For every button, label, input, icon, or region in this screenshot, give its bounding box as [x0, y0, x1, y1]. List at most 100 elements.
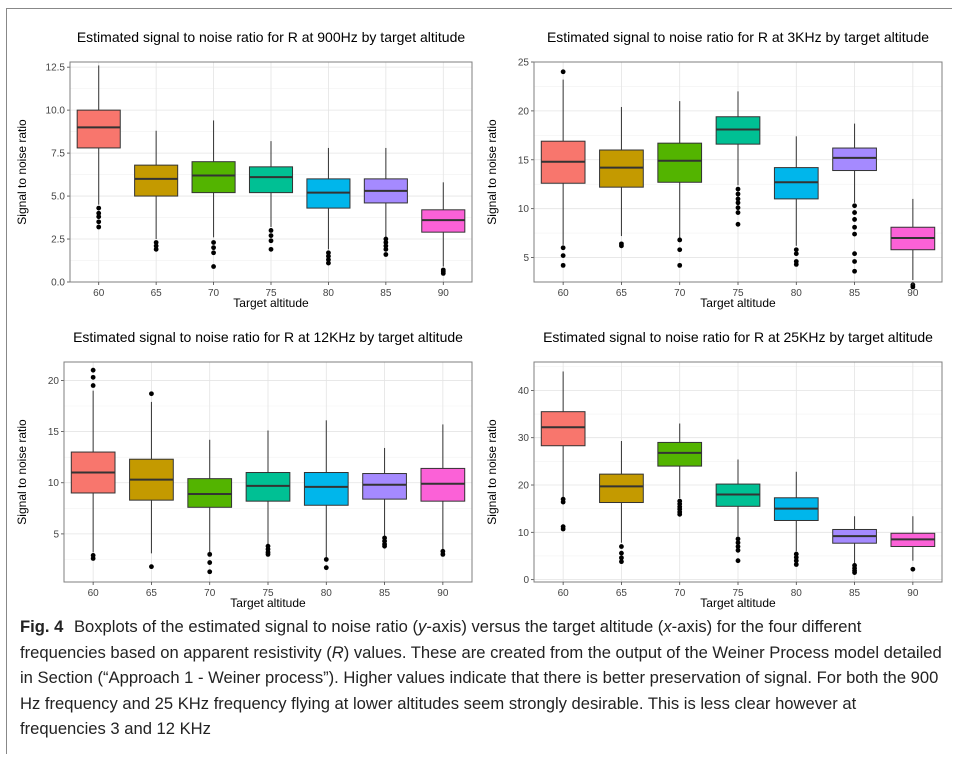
caption-y-axis: y	[418, 617, 427, 636]
outlier-point	[326, 250, 331, 256]
box-65	[599, 106, 644, 249]
outlier-point	[852, 259, 857, 264]
box-70	[187, 439, 233, 575]
outlier-point	[211, 240, 216, 245]
x-tick-label: 65	[151, 288, 163, 299]
chart-3khz: Estimated signal to noise ratio for R at…	[485, 29, 943, 310]
y-tick-label: 15	[48, 427, 60, 438]
caption-text-4: ) values. These are created from the out…	[20, 642, 942, 739]
outlier-point	[382, 543, 387, 549]
chart-panel-3khz: Estimated signal to noise ratio for R at…	[484, 20, 948, 312]
chart-title: Estimated signal to noise ratio for R at…	[73, 329, 463, 345]
y-axis-label: Signal to noise ratio	[485, 119, 499, 225]
box-75	[715, 459, 761, 564]
box-85	[363, 147, 408, 257]
x-tick-label: 60	[558, 288, 570, 299]
outlier-point	[793, 262, 799, 267]
box-80	[773, 471, 819, 567]
outlier-point	[677, 237, 683, 243]
outlier-point	[735, 536, 741, 542]
caption-text-3: -axis) for the four different frequencie…	[20, 617, 862, 662]
outlier-point	[326, 257, 331, 263]
outlier-point	[90, 556, 96, 561]
box-iqr	[245, 472, 291, 502]
outlier-point	[852, 203, 857, 209]
outlier-point	[852, 231, 857, 237]
outlier-point	[910, 566, 916, 572]
box-iqr	[657, 441, 703, 467]
box-iqr	[76, 109, 121, 149]
box-60	[70, 367, 116, 561]
box-80	[306, 147, 351, 266]
x-tick-label: 90	[907, 588, 919, 599]
x-tick-label: 70	[204, 588, 216, 599]
x-axis-label: Target altitude	[700, 296, 776, 310]
outlier-point	[383, 246, 389, 252]
caption-r: R	[331, 642, 344, 662]
box-70	[657, 101, 703, 268]
box-90	[890, 198, 936, 290]
caption-x-axis: x	[663, 617, 672, 636]
box-90	[890, 516, 936, 572]
caption-text-2: -axis) versus the target altitude (	[426, 617, 664, 636]
outlier-point	[153, 240, 159, 245]
box-85	[832, 516, 877, 575]
box-iqr	[540, 411, 586, 447]
outlier-point	[677, 511, 683, 517]
outlier-point	[852, 210, 857, 215]
x-tick-label: 85	[849, 288, 861, 299]
y-tick-label: 5.0	[51, 192, 65, 203]
x-tick-label: 75	[262, 588, 274, 599]
outlier-point	[735, 547, 741, 553]
y-tick-label: 7.5	[51, 149, 65, 160]
y-tick-label: 12.5	[46, 63, 66, 74]
x-tick-label: 60	[558, 588, 570, 599]
outlier-point	[383, 240, 389, 245]
y-tick-label: 20	[518, 106, 530, 117]
box-iqr	[134, 164, 179, 197]
y-tick-label: 25	[518, 58, 530, 69]
outlier-point	[207, 551, 213, 557]
outlier-point	[383, 243, 389, 249]
outlier-point	[149, 391, 154, 397]
outlier-point	[326, 253, 331, 259]
y-tick-label: 15	[518, 155, 530, 166]
outlier-point	[735, 205, 741, 211]
outlier-point	[90, 374, 96, 380]
box-90	[421, 182, 466, 276]
y-tick-label: 20	[518, 481, 530, 492]
outlier-point	[560, 253, 566, 258]
outlier-point	[323, 565, 329, 571]
outlier-point	[735, 210, 741, 215]
outlier-point	[910, 284, 916, 290]
outlier-point	[619, 544, 624, 549]
outlier-point	[90, 383, 96, 388]
chart-panel-25khz: Estimated signal to noise ratio for R at…	[484, 320, 948, 612]
x-tick-label: 75	[732, 588, 744, 599]
x-tick-label: 85	[379, 588, 391, 599]
outlier-point	[383, 252, 389, 257]
x-tick-label: 75	[265, 288, 277, 299]
outlier-point	[735, 186, 741, 192]
outlier-point	[619, 555, 624, 561]
outlier-point	[677, 247, 683, 253]
x-tick-label: 60	[88, 588, 100, 599]
outlier-point	[90, 367, 96, 373]
outlier-point	[268, 238, 274, 244]
y-tick-label: 5	[53, 529, 59, 540]
y-tick-label: 20	[48, 376, 60, 387]
box-85	[362, 447, 407, 549]
figure-frame	[6, 8, 952, 754]
x-tick-label: 65	[146, 588, 158, 599]
outlier-point	[153, 243, 159, 249]
x-axis-label: Target altitude	[233, 296, 309, 310]
box-75	[715, 91, 761, 227]
outlier-point	[735, 540, 741, 546]
outlier-point	[268, 246, 274, 252]
outlier-point	[735, 558, 741, 564]
x-tick-label: 70	[674, 288, 686, 299]
outlier-point	[735, 221, 741, 227]
x-tick-label: 65	[616, 288, 628, 299]
box-65	[129, 391, 174, 570]
y-tick-label: 40	[518, 386, 530, 397]
